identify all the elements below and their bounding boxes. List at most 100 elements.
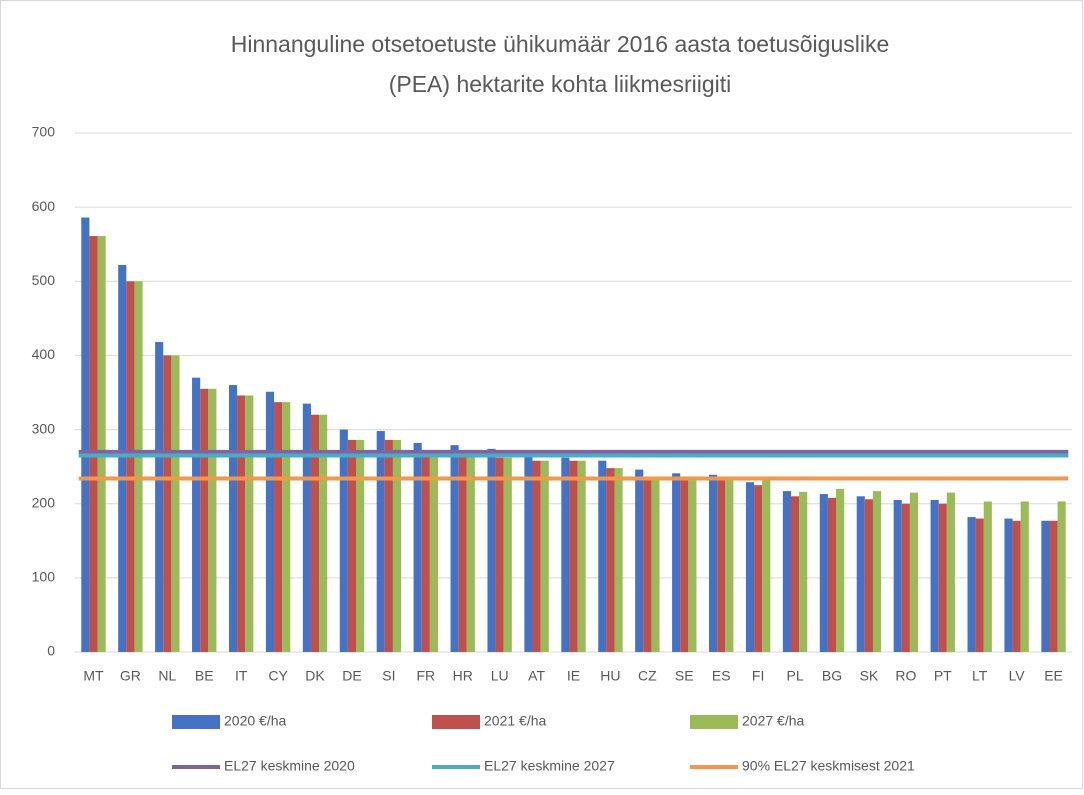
bar: [458, 455, 467, 652]
bar: [754, 485, 763, 652]
bar: [302, 403, 311, 652]
bar: [503, 457, 512, 652]
bar: [577, 460, 586, 652]
y-tick-label: 600: [32, 198, 56, 214]
bar: [81, 217, 90, 652]
legend-label: EL27 keskmine 2027: [484, 758, 615, 774]
bar: [282, 402, 291, 652]
bar: [561, 457, 570, 652]
bar: [598, 460, 607, 652]
bar: [643, 478, 652, 652]
bar: [495, 457, 504, 652]
bar: [171, 355, 180, 652]
x-tick-label: SI: [382, 668, 395, 684]
x-tick-label: DE: [342, 668, 361, 684]
bar: [524, 454, 533, 652]
legend-label: 2021 €/ha: [484, 713, 546, 729]
bar: [97, 236, 106, 652]
bar: [614, 468, 623, 652]
legend-label: EL27 keskmine 2020: [224, 758, 355, 774]
x-tick-label: BG: [822, 668, 842, 684]
bar: [1049, 520, 1058, 652]
x-tick-label: PT: [934, 668, 952, 684]
bar: [1057, 501, 1066, 652]
bar: [762, 478, 771, 652]
bar: [392, 439, 402, 652]
chart-title: Hinnanguline otsetoetuste ühikumäär 2016…: [231, 31, 890, 57]
x-tick-label: RO: [895, 668, 916, 684]
bar: [909, 492, 919, 652]
bar: [265, 391, 275, 652]
x-tick-label: LT: [972, 668, 988, 684]
bar: [946, 492, 955, 652]
bar: [930, 500, 939, 652]
bar: [893, 500, 902, 652]
x-tick-label: FR: [416, 668, 435, 684]
x-tick-label: EE: [1044, 668, 1063, 684]
bar: [872, 491, 882, 652]
bar: [938, 503, 947, 652]
legend-swatch: [690, 715, 738, 729]
bar: [339, 429, 348, 652]
bar: [672, 473, 681, 652]
bar: [856, 496, 865, 652]
x-tick-label: FI: [752, 668, 764, 684]
bar: [319, 414, 328, 652]
bar: [1012, 520, 1021, 652]
bar: [228, 385, 238, 652]
bar: [376, 431, 385, 652]
y-tick-label: 300: [32, 420, 56, 436]
bar: [688, 478, 697, 652]
bar: [901, 503, 910, 652]
x-tick-label: SE: [675, 668, 694, 684]
x-tick-label: HR: [453, 668, 473, 684]
legend-swatch: [172, 715, 220, 729]
bar: [745, 482, 755, 652]
y-tick-label: 0: [47, 643, 55, 659]
bar: [790, 496, 800, 652]
x-tick-label: AT: [528, 668, 545, 684]
x-tick-label: PL: [786, 668, 803, 684]
x-tick-label: MT: [83, 668, 104, 684]
bar: [466, 455, 475, 652]
bar: [429, 455, 438, 652]
bar: [245, 395, 254, 652]
x-tick-label: IT: [235, 668, 248, 684]
bar: [1020, 501, 1029, 652]
bar: [864, 499, 873, 652]
bar: [208, 388, 217, 652]
bar: [118, 264, 127, 652]
x-tick-label: SK: [860, 668, 879, 684]
bar: [421, 455, 430, 652]
bar: [356, 439, 365, 652]
legend-label: 2027 €/ha: [742, 713, 804, 729]
x-tick-label: LU: [491, 668, 509, 684]
bar: [192, 377, 201, 652]
bar: [651, 478, 660, 652]
bar: [89, 236, 98, 652]
bar: [310, 414, 320, 652]
x-tick-label: BE: [195, 668, 214, 684]
bar: [709, 474, 718, 652]
bar: [126, 281, 135, 652]
bar: [347, 439, 357, 652]
legend-label: 2020 €/ha: [224, 713, 286, 729]
x-tick-label: HU: [600, 668, 620, 684]
x-tick-label: LV: [1009, 668, 1026, 684]
bar: [1041, 520, 1050, 652]
bar: [606, 468, 615, 652]
bar: [680, 478, 689, 652]
bar: [1004, 518, 1013, 652]
bar: [155, 342, 164, 652]
bar: [274, 402, 283, 652]
y-tick-label: 100: [32, 569, 56, 585]
y-tick-label: 200: [32, 494, 56, 510]
bar: [717, 479, 726, 652]
bar: [134, 281, 143, 652]
bar: [975, 518, 984, 652]
x-tick-label: IE: [567, 668, 580, 684]
y-tick-label: 700: [32, 124, 56, 140]
x-tick-label: DK: [305, 668, 325, 684]
bar: [384, 439, 393, 652]
